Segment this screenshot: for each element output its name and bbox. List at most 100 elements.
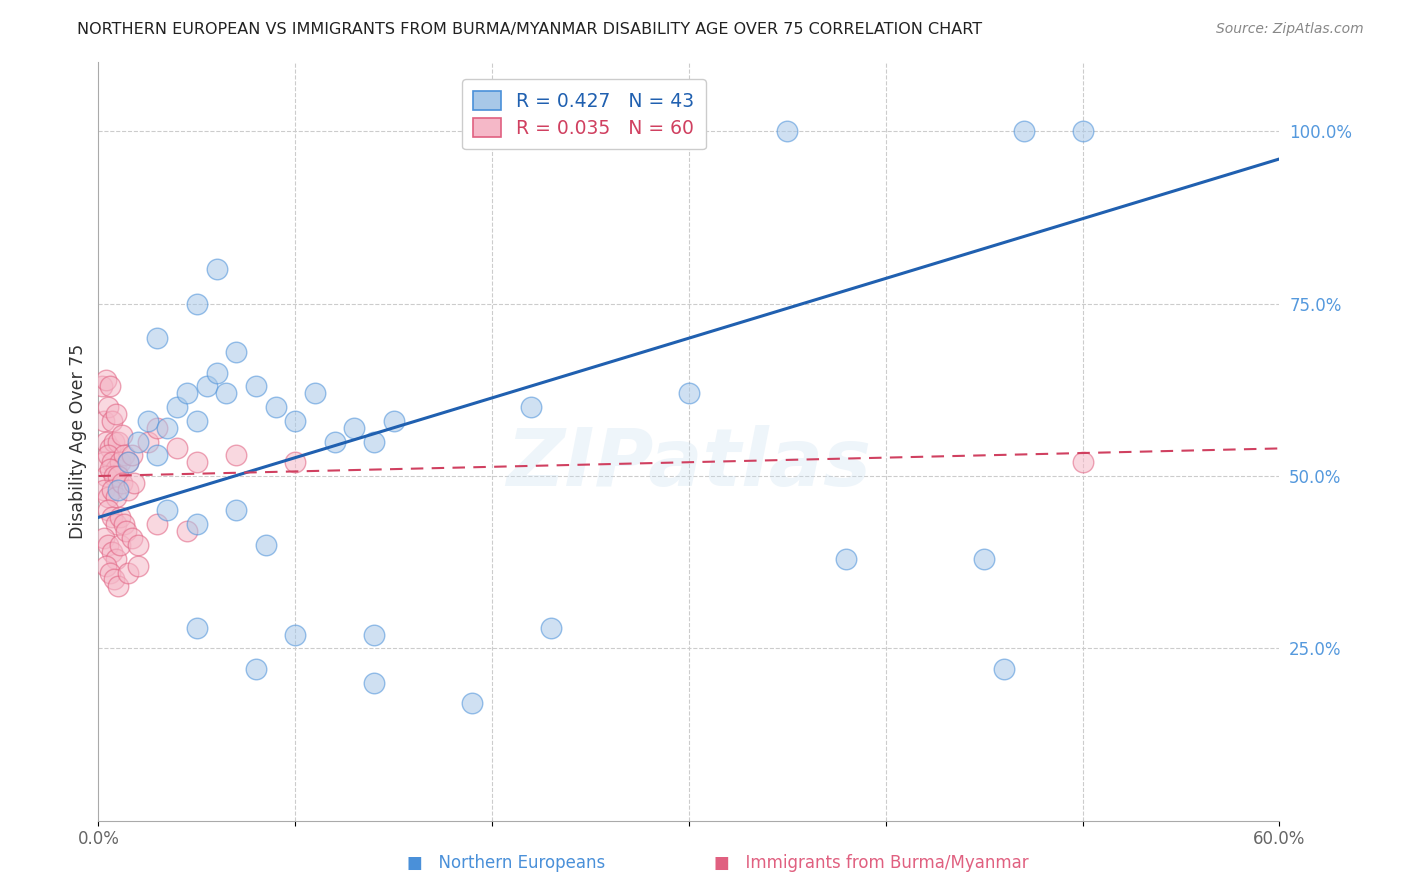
Point [186,296,208,310]
Point [105,551,128,566]
Point [343,421,366,435]
Point [304,386,326,401]
Point [973,551,995,566]
Point [205,366,228,380]
Point [284,455,307,469]
Point [146,448,169,462]
Point [93,455,115,469]
Point [127,558,149,573]
Text: Source: ZipAtlas.com: Source: ZipAtlas.com [1216,22,1364,37]
Point [98,462,121,476]
Point [176,524,198,538]
Text: ZIPatlas: ZIPatlas [506,425,872,503]
Point [96,469,118,483]
Point [146,517,169,532]
Point [1071,455,1094,469]
Point [186,517,208,532]
Y-axis label: Disability Age Over 75: Disability Age Over 75 [69,344,87,539]
Point [107,434,129,449]
Point [225,503,247,517]
Point [146,421,169,435]
Point [93,483,115,497]
Point [520,400,543,414]
Point [678,386,700,401]
Point [215,386,238,401]
Point [108,538,131,552]
Point [107,469,129,483]
Point [382,414,405,428]
Point [166,400,188,414]
Point [619,124,641,138]
Point [98,379,121,393]
Point [117,566,139,580]
Point [186,414,208,428]
Point [108,455,131,469]
Text: NORTHERN EUROPEAN VS IMMIGRANTS FROM BURMA/MYANMAR DISABILITY AGE OVER 75 CORREL: NORTHERN EUROPEAN VS IMMIGRANTS FROM BUR… [77,22,983,37]
Point [127,434,149,449]
Point [107,483,129,497]
Point [195,379,218,393]
Point [254,538,277,552]
Point [93,531,115,545]
Point [97,503,120,517]
Point [122,475,145,490]
Point [105,517,128,532]
Point [103,573,125,587]
Point [264,400,287,414]
Point [103,434,125,449]
Point [101,455,124,469]
Point [1071,124,1094,138]
Point [97,400,120,414]
Point [993,662,1015,676]
Point [98,442,121,456]
Point [205,262,228,277]
Point [136,414,159,428]
Point [97,490,120,504]
Point [835,551,858,566]
Point [186,455,208,469]
Point [101,545,124,559]
Point [363,627,385,641]
Point [112,517,135,532]
Point [284,414,307,428]
Point [91,379,114,393]
Point [108,510,131,524]
Point [540,621,562,635]
Point [156,503,179,517]
Point [111,427,134,442]
Point [136,434,159,449]
Point [245,662,267,676]
Point [117,455,139,469]
Text: ■   Immigrants from Burma/Myanmar: ■ Immigrants from Burma/Myanmar [714,855,1029,872]
Point [127,538,149,552]
Point [107,579,129,593]
Text: ■   Northern Europeans: ■ Northern Europeans [406,855,606,872]
Legend: R = 0.427   N = 43, R = 0.035   N = 60: R = 0.427 N = 43, R = 0.035 N = 60 [463,79,706,149]
Point [363,675,385,690]
Point [186,621,208,635]
Point [156,421,179,435]
Point [245,379,267,393]
Point [176,386,198,401]
Point [323,434,346,449]
Point [111,475,134,490]
Point [146,331,169,345]
Point [97,538,120,552]
Point [363,434,385,449]
Point [166,442,188,456]
Point [105,490,128,504]
Point [1012,124,1035,138]
Point [776,124,799,138]
Point [96,372,118,386]
Point [225,345,247,359]
Point [225,448,247,462]
Point [101,483,124,497]
Point [96,558,118,573]
Point [112,448,135,462]
Point [96,434,118,449]
Point [117,483,139,497]
Point [98,566,121,580]
Point [101,510,124,524]
Point [284,627,307,641]
Point [121,448,143,462]
